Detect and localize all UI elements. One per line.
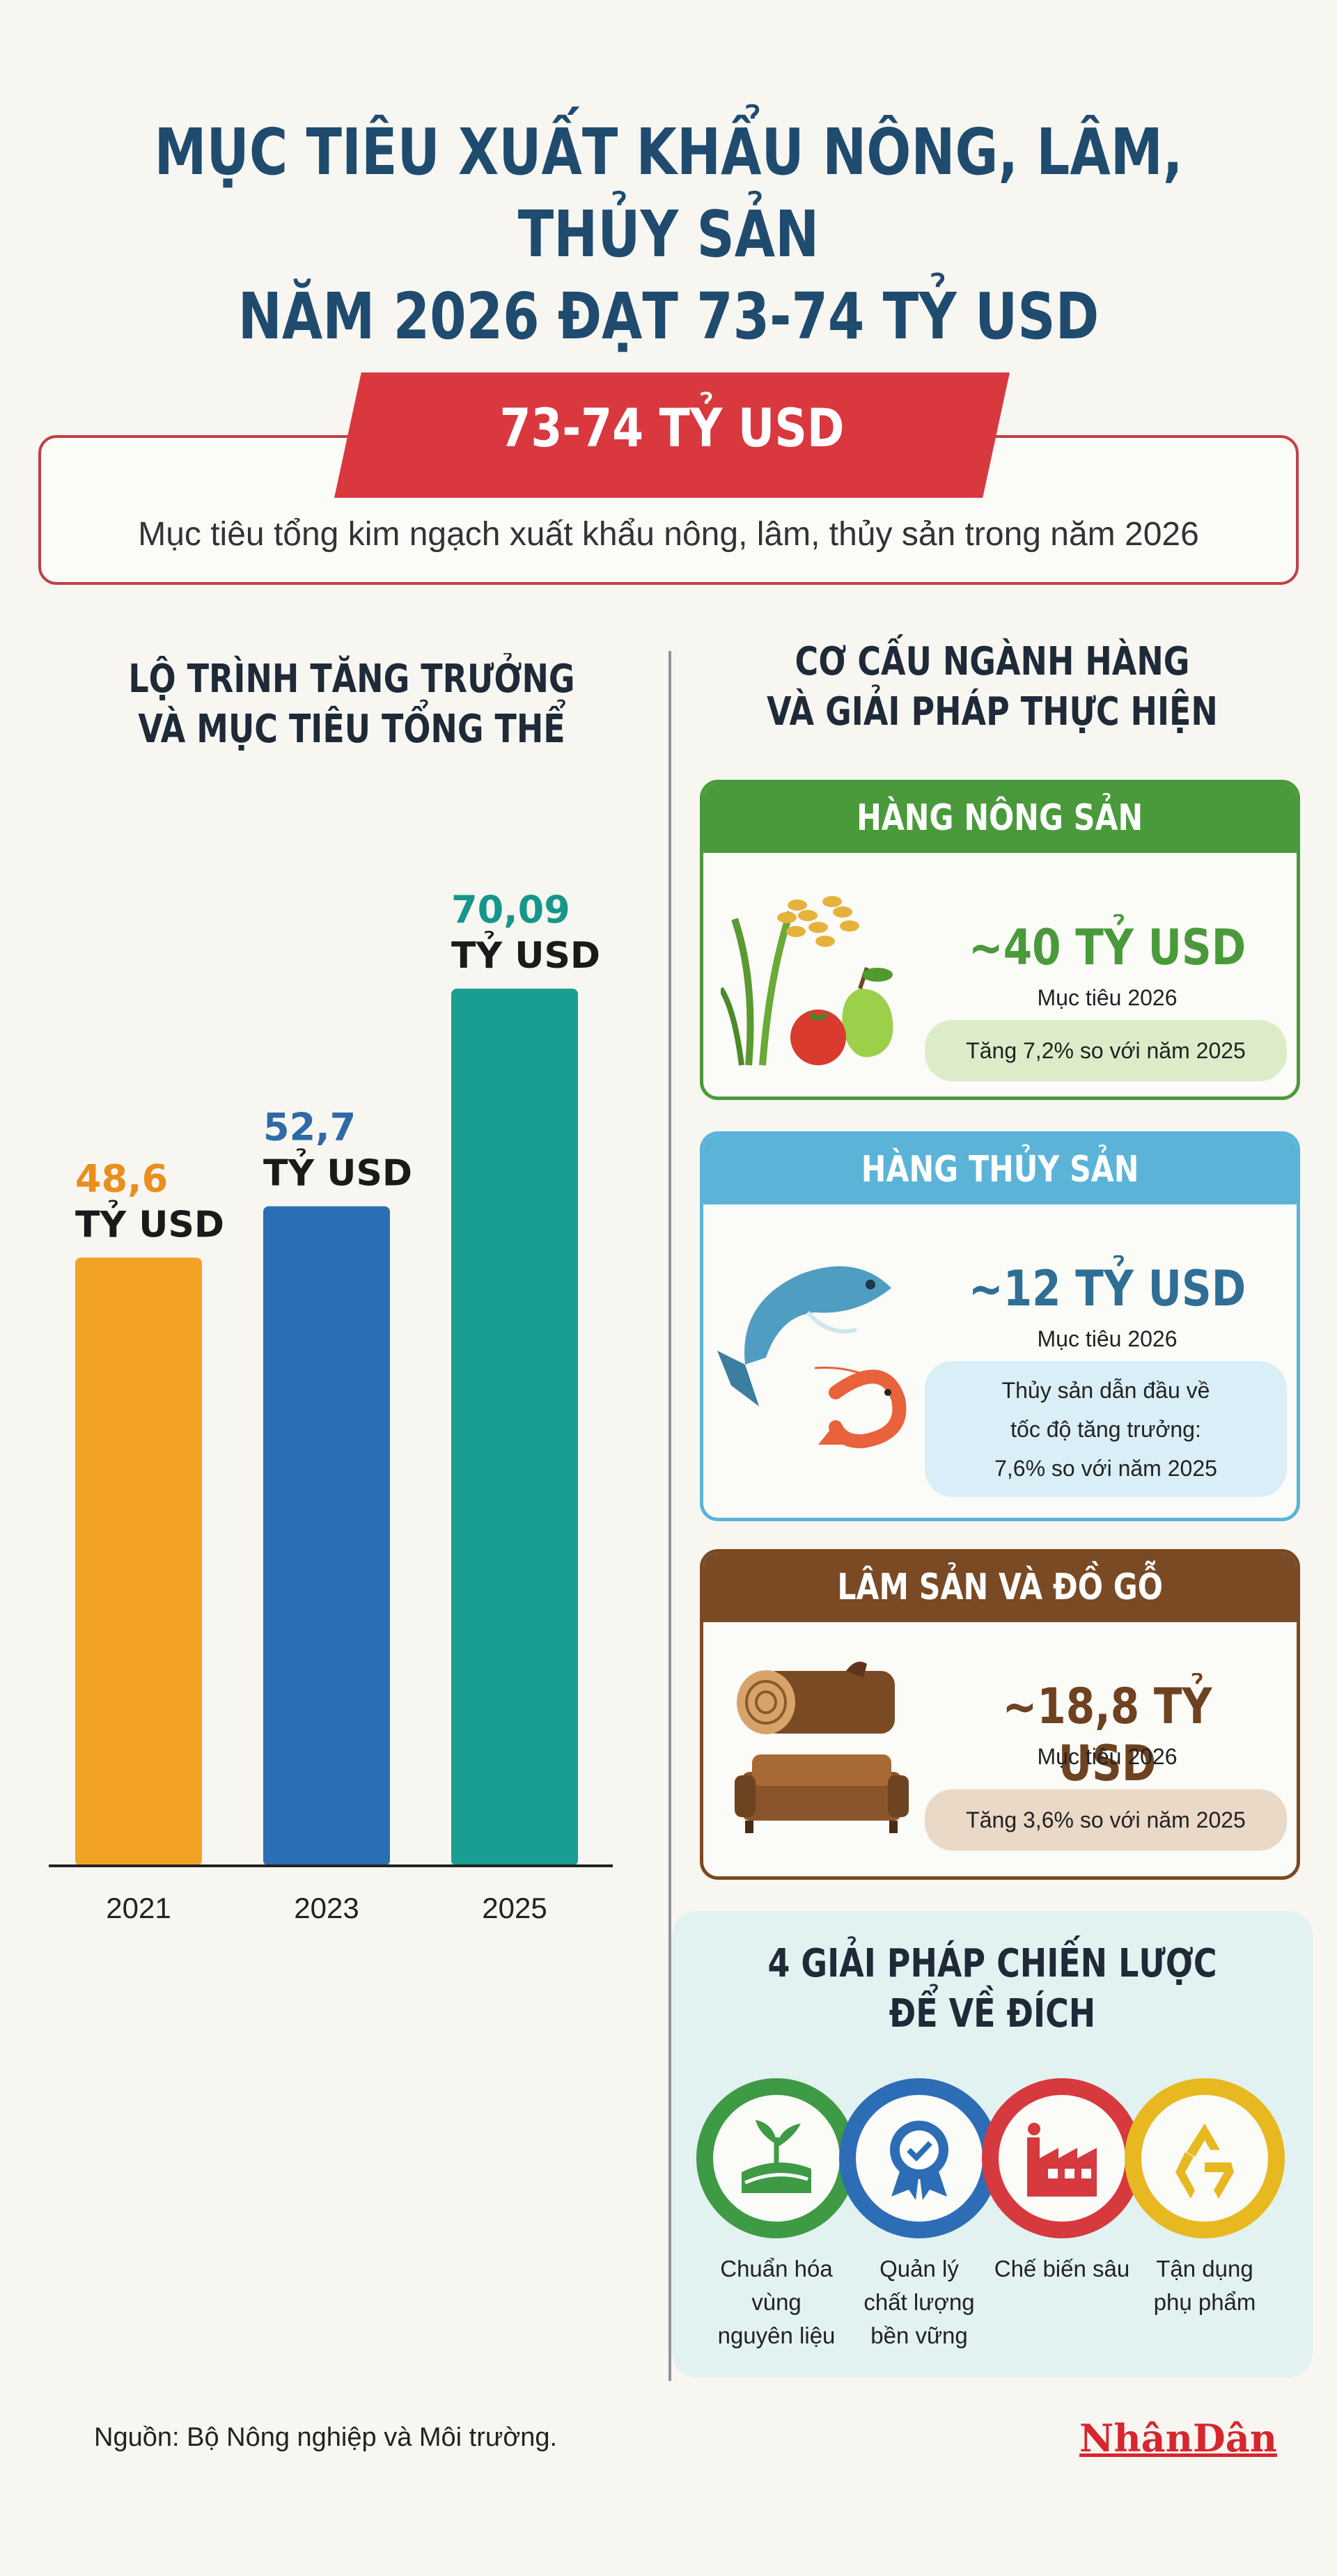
column-divider — [668, 651, 671, 2381]
seafood-card: HÀNG THỦY SẢN ~12 TỶ USD Mục tiêu 2026 T… — [700, 1131, 1300, 1521]
forestry-growth-note: Tăng 3,6% so với năm 2025 — [925, 1789, 1287, 1851]
seafood-target-value: ~12 TỶ USD — [968, 1260, 1246, 1317]
forestry-target-value: ~18,8 TỶ USD — [1002, 1678, 1212, 1792]
solutions-title-line-1: 4 GIẢI PHÁP CHIẾN LƯỢC — [767, 1941, 1217, 1986]
nhandan-logo[interactable]: NhânDân — [1079, 2416, 1277, 2460]
growth-title-line-1: LỘ TRÌNH TĂNG TRƯỞNG — [128, 657, 575, 702]
solution-label-4: Tận dụng phụ phẩm — [1153, 2256, 1256, 2315]
structure-title-line-2: VÀ GIẢI PHÁP THỰC HIỆN — [767, 689, 1218, 735]
solution-circle-3 — [982, 2078, 1142, 2238]
agriculture-card-header: HÀNG NÔNG SẢN — [703, 783, 1297, 853]
factory-icon — [1027, 2123, 1097, 2197]
solution-label-3: Chế biến sâu — [994, 2256, 1130, 2282]
x-tick-label: 2025 — [482, 1892, 547, 1924]
bar-value-label: 48,6 — [75, 1156, 168, 1200]
solution-circle-2 — [839, 2078, 999, 2238]
solutions-title: 4 GIẢI PHÁP CHIẾN LƯỢC ĐỂ VỀ ĐÍCH — [730, 1939, 1255, 2039]
field-sprout-icon — [742, 2120, 811, 2193]
x-tick-label: 2021 — [106, 1892, 171, 1924]
title-line-2: NĂM 2026 ĐẠT 73-74 TỶ USD — [237, 279, 1100, 354]
solution-label-1: Chuẩn hóa vùng nguyên liệu — [717, 2256, 836, 2348]
quality-badge-icon — [890, 2121, 948, 2200]
growth-title-line-2: VÀ MỤC TIÊU TỔNG THỂ — [138, 707, 565, 752]
structure-title-line-1: CƠ CẤU NGÀNH HÀNG — [795, 639, 1190, 684]
log-sofa-icon — [728, 1657, 909, 1841]
structure-section-title: CƠ CẤU NGÀNH HÀNG VÀ GIẢI PHÁP THỰC HIỆN — [730, 637, 1255, 737]
forestry-card-header: LÂM SẢN VÀ ĐỒ GỖ — [703, 1553, 1297, 1622]
solution-label-2: Quản lý chất lượng bền vững — [863, 2256, 975, 2348]
bar-value-label: 52,7 — [263, 1106, 356, 1149]
growth-section-title: LỘ TRÌNH TĂNG TRƯỞNG VÀ MỤC TIÊU TỔNG TH… — [95, 654, 609, 755]
solution-circle-1 — [696, 2078, 857, 2238]
agriculture-target-value: ~40 TỶ USD — [968, 919, 1246, 976]
forestry-card: LÂM SẢN VÀ ĐỒ GỖ ~18,8 TỶ USD Mục tiêu 2… — [700, 1549, 1300, 1880]
bar-unit-label: TỶ USD — [75, 1200, 224, 1246]
target-value: 73-74 TỶ USD — [499, 397, 845, 459]
agriculture-growth-note: Tăng 7,2% so với năm 2025 — [925, 1020, 1287, 1081]
agriculture-card: HÀNG NÔNG SẢN ~40 TỶ USD Mục tiêu 2026 T… — [700, 780, 1300, 1100]
bar-unit-label: TỶ USD — [451, 931, 600, 977]
seafood-target-label: Mục tiêu 2026 — [1037, 1326, 1178, 1351]
solutions-title-line-2: ĐỂ VỀ ĐÍCH — [889, 1991, 1096, 2036]
recycle-icon — [1175, 2123, 1234, 2199]
rice-fruit-icon — [718, 877, 902, 1076]
bar-2025 — [451, 989, 578, 1866]
forestry-target-label: Mục tiêu 2026 — [1037, 1744, 1178, 1769]
title-line-1: MỤC TIÊU XUẤT KHẨU NÔNG, LÂM, THỦY SẢN — [154, 115, 1183, 272]
seafood-growth-note: Thủy sản dẫn đầu về tốc độ tăng trưởng: … — [925, 1361, 1287, 1497]
bar-value-label: 70,09 — [451, 888, 570, 932]
page-title: MỤC TIÊU XUẤT KHẨU NÔNG, LÂM, THỦY SẢN N… — [120, 111, 1217, 358]
seafood-card-header: HÀNG THỦY SẢN — [703, 1135, 1297, 1204]
target-description: Mục tiêu tổng kim ngạch xuất khẩu nông, … — [138, 516, 1199, 553]
bar-unit-label: TỶ USD — [263, 1149, 412, 1195]
bar-2021 — [75, 1257, 202, 1866]
fish-shrimp-icon — [717, 1246, 912, 1459]
target-banner — [334, 372, 1010, 498]
bar-2023 — [263, 1206, 390, 1866]
agriculture-target-label: Mục tiêu 2026 — [1037, 985, 1178, 1010]
source-note: Nguồn: Bộ Nông nghiệp và Môi trường. — [94, 2423, 558, 2452]
x-tick-label: 2023 — [294, 1892, 359, 1924]
solution-circle-4 — [1125, 2078, 1285, 2238]
